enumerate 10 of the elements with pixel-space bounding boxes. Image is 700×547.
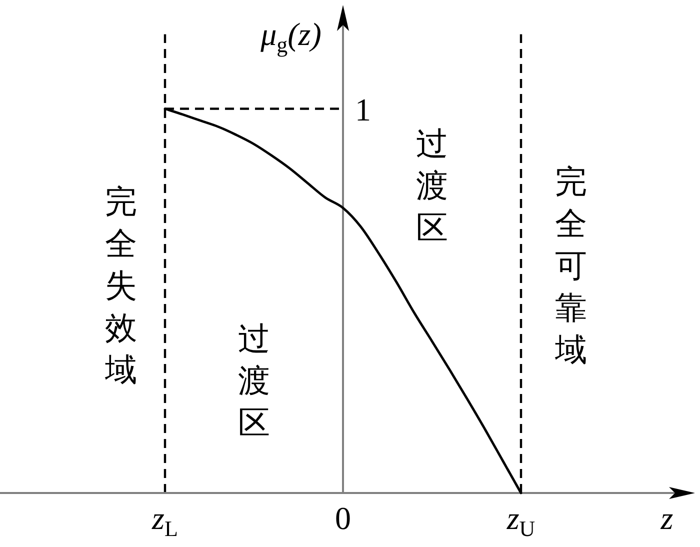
annotation: 完全失效域 <box>105 184 137 388</box>
annotation: 完全可靠域 <box>555 164 587 368</box>
x-tick-label: z$_{U}$ <box>506 500 536 542</box>
ref-line-label: 1 <box>355 92 371 128</box>
y-axis-title: μ$_{g}$(z) <box>260 16 322 58</box>
x-axis-title: z <box>660 500 674 536</box>
annotation: 过渡区 <box>416 126 448 246</box>
x-tick-label: z$_{L}$ <box>152 500 178 542</box>
x-tick-label: 0 <box>335 500 351 536</box>
annotation: 过渡区 <box>238 320 270 441</box>
